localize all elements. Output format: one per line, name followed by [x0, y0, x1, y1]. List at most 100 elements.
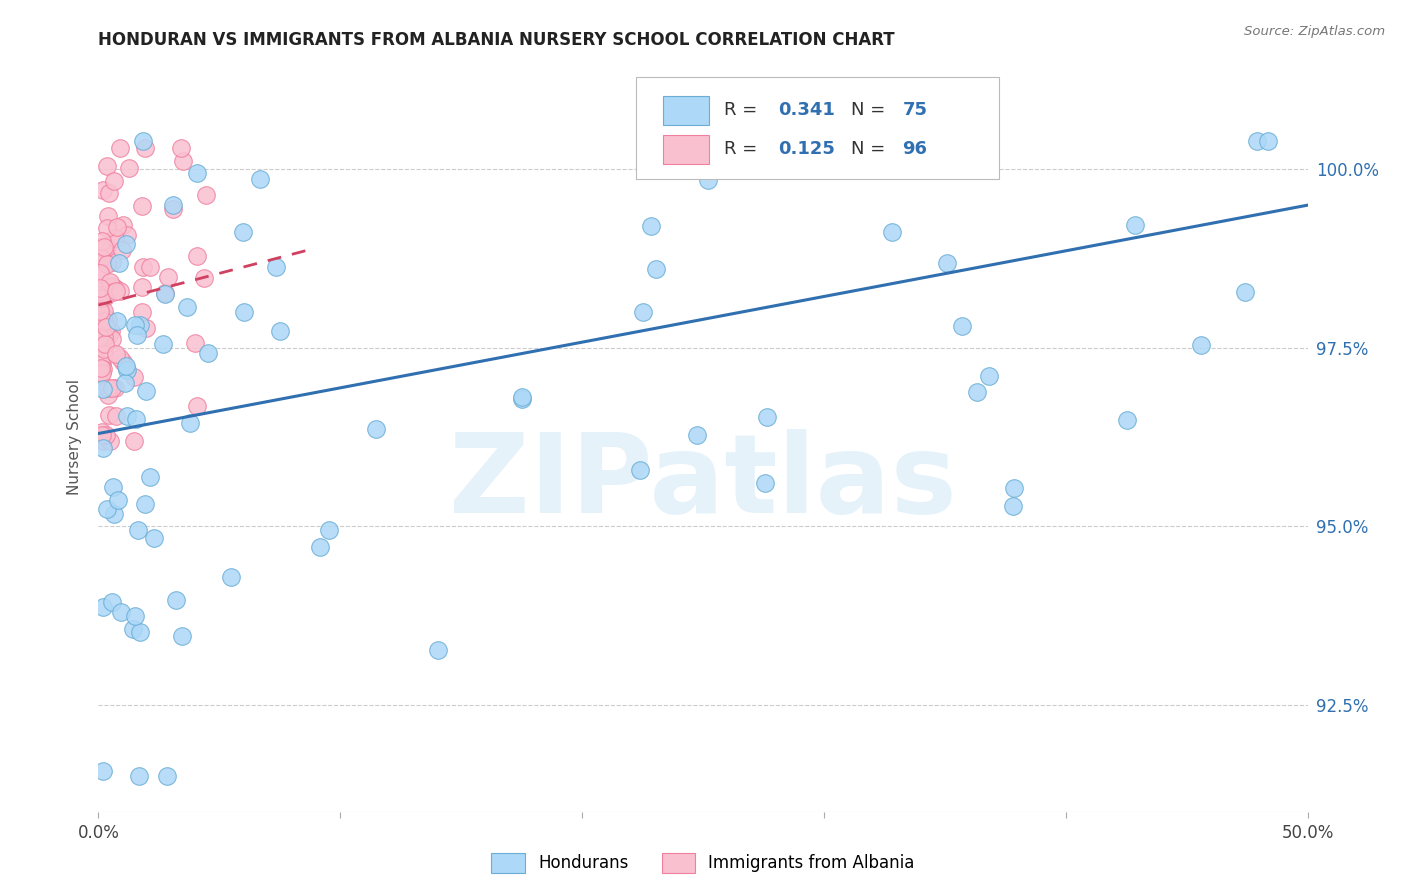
Point [176, 300, 198, 314]
Point [104, 381, 127, 395]
Point [89, 288, 111, 302]
Point [89, 262, 111, 277]
Point [101, 381, 124, 395]
Point [89, 285, 111, 299]
Point [186, 166, 208, 180]
Point [104, 347, 127, 361]
Point [96, 240, 118, 254]
Text: ZIPatlas: ZIPatlas [449, 428, 957, 535]
Point [115, 409, 138, 423]
Point [950, 319, 973, 334]
Point [101, 279, 124, 293]
Point [108, 255, 131, 269]
Point [115, 359, 138, 373]
Point [264, 260, 287, 274]
Point [122, 434, 145, 448]
Point [179, 416, 201, 430]
Point [97, 313, 120, 327]
Point [115, 236, 138, 251]
Point [91, 441, 114, 455]
Text: N =: N = [851, 140, 890, 158]
Point [134, 497, 156, 511]
Point [117, 363, 139, 377]
Point [128, 769, 150, 783]
Point [186, 399, 208, 413]
Text: HONDURAN VS IMMIGRANTS FROM ALBANIA NURSERY SCHOOL CORRELATION CHART: HONDURAN VS IMMIGRANTS FROM ALBANIA NURS… [98, 31, 896, 49]
Point [89, 304, 111, 318]
Point [100, 434, 122, 448]
Point [104, 231, 127, 245]
Point [125, 328, 148, 343]
Point [127, 523, 149, 537]
Point [91, 428, 114, 442]
Point [101, 332, 124, 346]
Point [91, 425, 114, 439]
Point [89, 280, 111, 294]
Point [197, 346, 219, 360]
Point [135, 384, 157, 398]
Point [114, 376, 136, 390]
Point [91, 245, 114, 260]
Point [90, 306, 112, 320]
Point [94, 336, 117, 351]
Point [89, 368, 111, 382]
Point [309, 541, 332, 555]
Point [96, 319, 118, 334]
Point [111, 354, 134, 368]
Point [90, 361, 112, 376]
Point [96, 311, 118, 326]
Text: 0.341: 0.341 [778, 101, 835, 119]
Point [96, 257, 118, 271]
Point [640, 219, 662, 234]
Point [112, 218, 135, 232]
Point [152, 337, 174, 351]
Point [754, 475, 776, 490]
Point [232, 226, 254, 240]
Point [977, 368, 1000, 383]
Point [98, 186, 121, 200]
Point [124, 318, 146, 332]
Point [232, 305, 254, 319]
Text: 75: 75 [903, 101, 928, 119]
Point [184, 336, 207, 351]
Point [93, 314, 115, 328]
Point [97, 388, 120, 402]
Point [90, 311, 112, 326]
Point [90, 356, 112, 370]
Point [132, 260, 155, 275]
Point [104, 281, 127, 295]
Point [221, 570, 243, 584]
Point [1002, 499, 1025, 513]
Point [89, 240, 111, 254]
Point [510, 392, 533, 406]
Point [170, 141, 193, 155]
Point [129, 318, 152, 332]
Point [93, 304, 115, 318]
Point [153, 285, 176, 300]
Point [110, 605, 132, 619]
Point [131, 280, 153, 294]
Point [1116, 413, 1139, 427]
Point [91, 361, 114, 376]
Point [1234, 285, 1257, 299]
Point [94, 290, 117, 304]
Point [269, 324, 291, 338]
Point [155, 287, 177, 301]
FancyBboxPatch shape [637, 78, 1000, 178]
Point [194, 187, 217, 202]
Point [138, 260, 160, 274]
Point [91, 183, 114, 197]
Point [124, 609, 146, 624]
Point [89, 290, 111, 304]
Point [193, 270, 215, 285]
Point [139, 470, 162, 484]
Point [1246, 134, 1268, 148]
Point [94, 428, 117, 442]
Point [98, 275, 121, 289]
Point [105, 409, 128, 423]
Point [107, 493, 129, 508]
Point [104, 230, 127, 244]
Point [686, 428, 709, 442]
Point [1123, 218, 1146, 232]
Point [90, 251, 112, 265]
